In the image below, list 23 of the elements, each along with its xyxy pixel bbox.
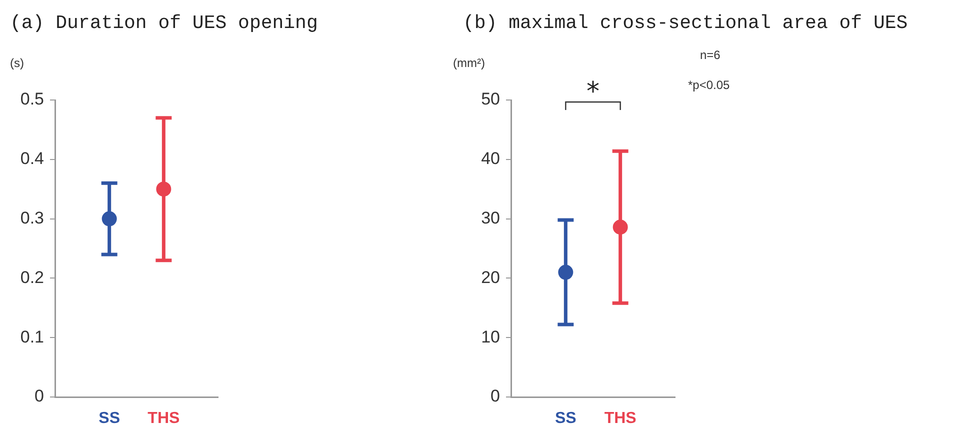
y-tick-label: 0.1 [20, 327, 44, 346]
y-tick-label: 0.5 [20, 90, 44, 109]
x-tick-label: THS [148, 410, 180, 428]
text: *p<0.05 [688, 78, 730, 92]
x-tick-label: THS [604, 410, 637, 428]
text: n=6 [700, 48, 720, 62]
chart-title: (b) maximal cross-sectional area of UES [463, 12, 908, 34]
y-tick-label: 0.3 [20, 208, 44, 228]
y-tick-label: 20 [481, 268, 500, 287]
y-tick-label: 0 [490, 386, 500, 406]
annotation: * [586, 76, 600, 107]
y-tick-label: 30 [481, 208, 500, 228]
y-tick-label: 10 [481, 327, 500, 346]
x-tick-label: SS [554, 410, 577, 428]
y-tick-label: 50 [481, 90, 500, 109]
y-tick-label: 40 [481, 149, 500, 168]
chart-title: (a) Duration of UES opening [10, 12, 318, 34]
y-axis-title: (s) [10, 56, 24, 70]
y-tick-label: 0.4 [20, 149, 44, 168]
y-tick-label: 0.2 [20, 268, 44, 287]
y-axis-title: (mm²) [453, 56, 485, 70]
y-tick-label: 0 [34, 386, 44, 406]
x-tick-label: SS [98, 410, 120, 428]
